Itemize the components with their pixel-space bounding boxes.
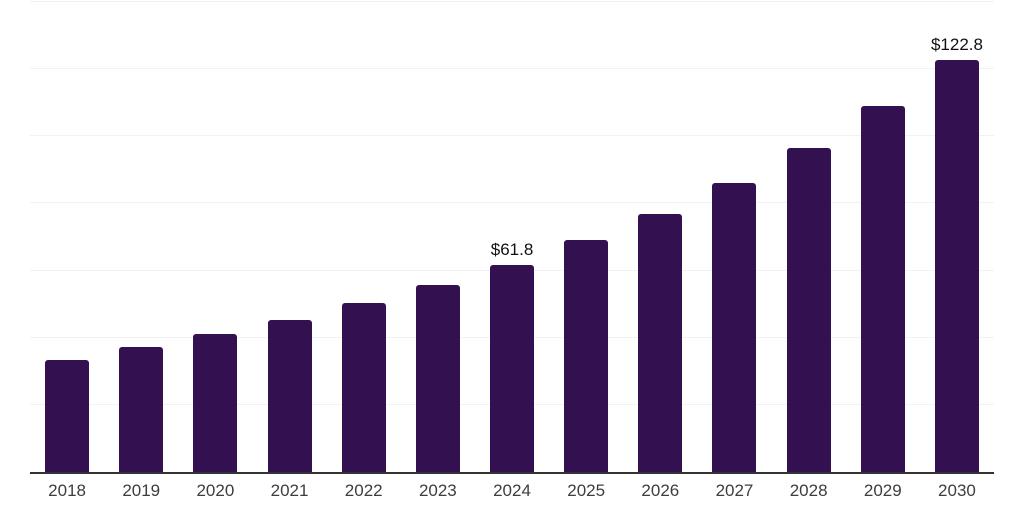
bar [786, 148, 831, 472]
bar-band [252, 2, 326, 472]
x-tick-label: 2019 [122, 481, 161, 500]
bar [860, 106, 905, 472]
bar [341, 303, 386, 472]
x-tick-label: 2026 [641, 481, 680, 500]
x-tick-label: 2021 [270, 481, 309, 500]
bar-band [327, 2, 401, 472]
bar-band [178, 2, 252, 472]
x-tick-label: 2018 [48, 481, 86, 500]
bar [193, 334, 238, 472]
gridline [30, 1, 994, 2]
bar-band [772, 2, 846, 472]
x-tick-label: 2023 [418, 481, 457, 500]
bar-band [623, 2, 697, 472]
x-tick-label: 2025 [567, 481, 606, 500]
bars-row: $61.8 $122.8 [30, 2, 994, 472]
x-tick-label: 2022 [344, 481, 383, 500]
bar: $61.8 [490, 240, 535, 472]
gridline [30, 135, 994, 137]
bar-band [846, 2, 920, 472]
bar-band: $61.8 [475, 2, 549, 472]
gridline [30, 202, 994, 204]
bar [712, 183, 757, 472]
x-tick-label: 2030 [938, 481, 976, 500]
bar-band [30, 2, 104, 472]
gridline [30, 68, 994, 70]
bar-band [697, 2, 771, 472]
x-tick-label: 2020 [196, 481, 235, 500]
bar [267, 320, 312, 472]
bar-band: $122.8 [920, 2, 994, 472]
bar [638, 213, 683, 472]
bar-band [104, 2, 178, 472]
x-tick-label: 2029 [863, 481, 902, 500]
bar-value-label: $122.8 [930, 34, 983, 54]
bar-band [401, 2, 475, 472]
plot-area: $61.8 $122.8 [30, 1, 994, 474]
x-tick-label: 2028 [789, 481, 828, 500]
bar [415, 285, 460, 472]
bar-value-label: $61.8 [490, 239, 534, 259]
bar [45, 359, 90, 472]
bar: $122.8 [931, 35, 983, 472]
x-tick-label: 2027 [715, 481, 754, 500]
bar-band [549, 2, 623, 472]
bar [564, 239, 609, 472]
x-tick-label: 2024 [493, 481, 531, 500]
x-axis-labels: 2018 2019 2020 2021 2022 2023 2024 2025 2026 2027… [30, 481, 994, 501]
bar [119, 347, 164, 472]
